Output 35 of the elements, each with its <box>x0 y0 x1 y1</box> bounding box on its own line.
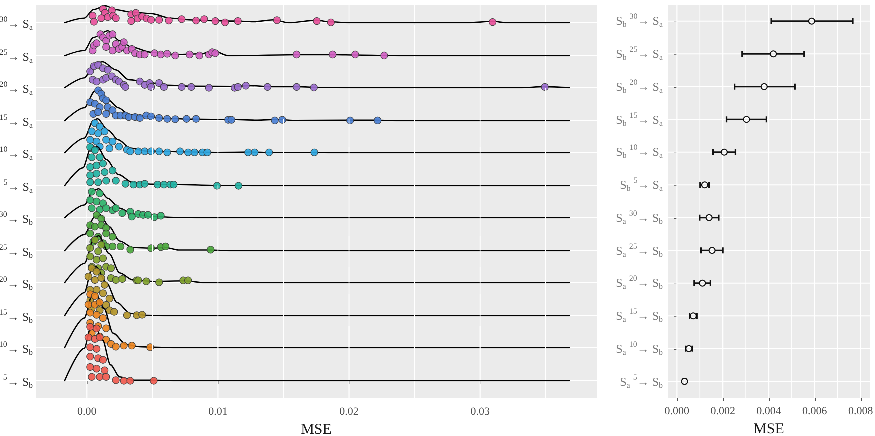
y-tick-label: S$_{b}$ $^{25}$→ S$_{a}$ <box>616 45 663 62</box>
y-axis-title: $^{5}$→ S$_{b}$ <box>3 372 33 390</box>
y-axis-title: $^{25}$→ S$_{a}$ <box>0 48 33 64</box>
y-axis-title: $^{30}$→ S$_{b}$ <box>0 210 33 227</box>
y-axis-title: $^{30}$→ S$_{a}$ <box>0 15 33 32</box>
y-axis-title: $^{10}$→ S$_{b}$ <box>0 340 33 357</box>
y-axis-title: $^{5}$→ S$_{a}$ <box>4 178 33 194</box>
x-tick-label: 0.01 <box>208 406 228 418</box>
y-tick-label: S$_{a}$ $^{30}$→ S$_{b}$ <box>616 208 663 226</box>
y-tick-label: S$_{b}$ $^{15}$→ S$_{a}$ <box>616 110 663 128</box>
y-tick-label: S$_{b}$ $^{20}$→ S$_{a}$ <box>616 78 663 95</box>
y-tick-label: S$_{b}$ $^{10}$→ S$_{a}$ <box>616 143 663 160</box>
y-tick-label: S$_{a}$ $^{15}$→ S$_{b}$ <box>616 307 663 324</box>
y-axis-title: $^{15}$→ S$_{a}$ <box>0 112 33 130</box>
x-tick-label: 0.03 <box>470 406 490 418</box>
y-tick-label: S$_{a}$ $^{20}$→ S$_{b}$ <box>616 274 663 292</box>
x-tick-label: 0.004 <box>756 406 782 418</box>
y-tick-label: S$_{b}$ $^{30}$→ S$_{a}$ <box>616 12 663 30</box>
x-tick-label: 0.02 <box>340 406 359 418</box>
x-axis-title: MSE <box>301 422 332 436</box>
x-tick-label: 0.002 <box>710 406 736 418</box>
y-axis-title: $^{25}$→ S$_{b}$ <box>0 242 33 260</box>
y-tick-label: S$_{a}$ $^{5}$→ S$_{b}$ <box>620 372 663 390</box>
y-tick-label: S$_{a}$ $^{25}$→ S$_{b}$ <box>616 242 663 259</box>
y-axis-title: $^{10}$→ S$_{a}$ <box>0 145 33 162</box>
y-axis-title: $^{15}$→ S$_{b}$ <box>0 308 33 324</box>
y-axis-title: $^{20}$→ S$_{b}$ <box>0 275 33 292</box>
x-tick-label: 0.006 <box>802 406 828 418</box>
y-tick-label: S$_{a}$ $^{10}$→ S$_{b}$ <box>616 340 663 357</box>
y-axis-title: $^{20}$→ S$_{a}$ <box>0 80 33 97</box>
x-tick-label: 0.008 <box>848 406 874 418</box>
x-axis-title: MSE <box>754 422 784 436</box>
x-tick-label: 0.000 <box>664 406 690 418</box>
x-tick-label: 0.00 <box>77 406 98 418</box>
y-tick-label: S$_{b}$ $^{5}$→ S$_{a}$ <box>620 176 663 194</box>
